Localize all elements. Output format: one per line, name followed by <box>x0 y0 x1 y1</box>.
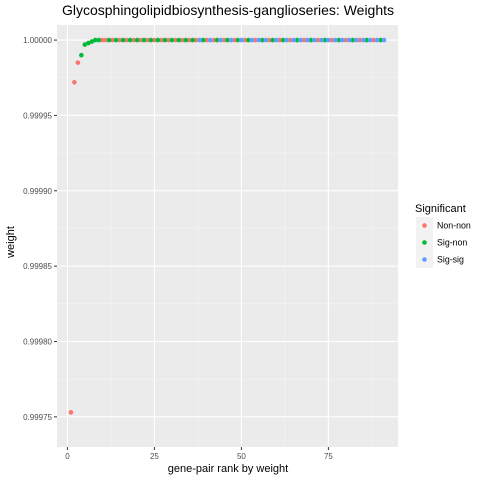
data-point <box>312 38 317 43</box>
data-point <box>170 38 175 43</box>
data-point <box>250 38 255 43</box>
data-point <box>114 38 119 43</box>
data-point <box>375 38 380 43</box>
y-tick-label: 0.99990 <box>23 187 52 196</box>
data-point <box>333 38 338 43</box>
data-point <box>298 38 303 43</box>
data-point <box>340 38 345 43</box>
data-point <box>190 38 195 43</box>
data-point <box>128 38 133 43</box>
data-point <box>79 53 84 58</box>
y-tick-label: 1.00000 <box>23 36 52 45</box>
data-point <box>305 38 310 43</box>
data-point <box>149 38 154 43</box>
x-tick-label: 50 <box>237 452 246 461</box>
data-point <box>163 38 168 43</box>
y-tick-label: 0.99995 <box>23 111 52 120</box>
legend-marker <box>422 240 427 245</box>
data-point <box>218 38 223 43</box>
y-axis: 0.99975 0.99980 0.99985 0.99990 0.99995 1.000… <box>23 36 57 422</box>
data-point <box>107 38 112 43</box>
x-tick-label: 0 <box>65 452 70 461</box>
data-point <box>183 38 188 43</box>
y-tick-label: 0.99975 <box>23 413 52 422</box>
data-point <box>208 38 213 43</box>
data-point <box>368 38 373 43</box>
data-point <box>135 38 140 43</box>
data-point <box>319 38 324 43</box>
data-point <box>263 38 268 43</box>
data-point <box>69 410 74 415</box>
data-point <box>239 38 244 43</box>
y-tick-label: 0.99980 <box>23 338 52 347</box>
legend: Significant Non-non Sig-non Sig-sig <box>415 203 471 268</box>
data-point <box>257 38 262 43</box>
data-point <box>96 38 101 43</box>
x-tick-label: 25 <box>150 452 159 461</box>
data-point <box>229 38 234 43</box>
chart-title: Glycosphingolipidbiosynthesis-ganglioser… <box>62 2 394 18</box>
data-point <box>326 38 331 43</box>
plot-panel <box>57 25 398 447</box>
y-tick-label: 0.99985 <box>23 262 52 271</box>
data-point <box>76 60 81 65</box>
legend-marker <box>422 223 427 228</box>
data-point <box>156 38 161 43</box>
data-point <box>347 38 352 43</box>
data-point <box>274 38 279 43</box>
data-point <box>291 38 296 43</box>
data-point <box>121 38 126 43</box>
x-axis-title: gene-pair rank by weight <box>168 463 288 475</box>
legend-title: Significant <box>415 203 466 215</box>
legend-label: Sig-sig <box>437 255 464 265</box>
data-point <box>361 38 366 43</box>
data-point <box>382 38 387 43</box>
data-point <box>284 38 289 43</box>
y-axis-title: weight <box>5 226 17 259</box>
data-point <box>176 38 181 43</box>
x-tick-label: 75 <box>324 452 333 461</box>
data-point <box>72 80 77 85</box>
data-point <box>142 38 147 43</box>
data-point <box>354 38 359 43</box>
data-point <box>197 38 202 43</box>
x-axis: 0 25 50 75 <box>65 447 333 461</box>
legend-marker <box>422 257 427 262</box>
legend-label: Non-non <box>437 221 471 231</box>
legend-label: Sig-non <box>437 238 467 248</box>
